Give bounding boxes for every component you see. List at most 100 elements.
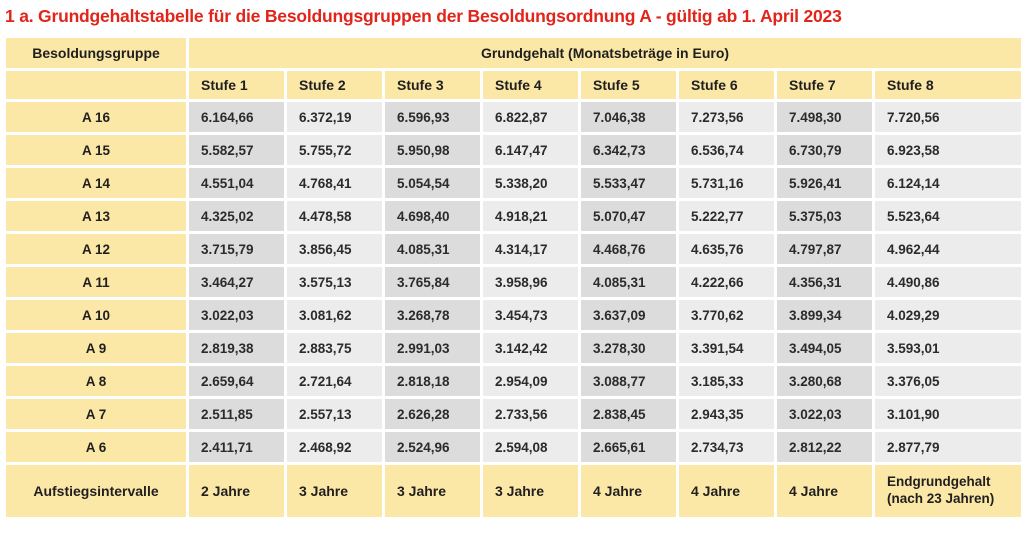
cell-value: 7.046,38 xyxy=(581,102,676,132)
cell-value: 6.923,58 xyxy=(875,135,1021,165)
cell-value: 5.755,72 xyxy=(287,135,382,165)
cell-value: 4.029,29 xyxy=(875,300,1021,330)
footer-row: Aufstiegsintervalle 2 Jahre 3 Jahre 3 Jahr… xyxy=(6,465,1021,517)
cell-value: 2.721,64 xyxy=(287,366,382,396)
stufe-header-3: Stufe 3 xyxy=(385,71,480,99)
stufe-header-8: Stufe 8 xyxy=(875,71,1021,99)
cell-value: 3.765,84 xyxy=(385,267,480,297)
cell-value: 6.536,74 xyxy=(679,135,774,165)
cell-value: 5.375,03 xyxy=(777,201,872,231)
header-row-main: Besoldungsgruppe Grundgehalt (Monatsbetr… xyxy=(6,38,1021,68)
cell-value: 2.524,96 xyxy=(385,432,480,462)
cell-value: 4.490,86 xyxy=(875,267,1021,297)
cell-value: 2.411,71 xyxy=(189,432,284,462)
cell-value: 6.147,47 xyxy=(483,135,578,165)
cell-value: 4.768,41 xyxy=(287,168,382,198)
table-row: A 14 4.551,04 4.768,41 5.054,54 5.338,20 5.53… xyxy=(6,168,1021,198)
group-label: A 11 xyxy=(6,267,186,297)
cell-value: 3.081,62 xyxy=(287,300,382,330)
cell-value: 4.222,66 xyxy=(679,267,774,297)
interval-cell: 3 Jahre xyxy=(483,465,578,517)
cell-value: 2.733,56 xyxy=(483,399,578,429)
cell-value: 6.730,79 xyxy=(777,135,872,165)
cell-value: 4.356,31 xyxy=(777,267,872,297)
cell-value: 3.637,09 xyxy=(581,300,676,330)
cell-value: 3.022,03 xyxy=(777,399,872,429)
cell-value: 7.498,30 xyxy=(777,102,872,132)
group-label: A 16 xyxy=(6,102,186,132)
stufe-header-1: Stufe 1 xyxy=(189,71,284,99)
group-label: A 12 xyxy=(6,234,186,264)
cell-value: 2.594,08 xyxy=(483,432,578,462)
table-row: A 6 2.411,71 2.468,92 2.524,96 2.594,08 2.665… xyxy=(6,432,1021,462)
cell-value: 5.054,54 xyxy=(385,168,480,198)
group-label: A 7 xyxy=(6,399,186,429)
cell-value: 5.926,41 xyxy=(777,168,872,198)
cell-value: 6.822,87 xyxy=(483,102,578,132)
cell-value: 5.222,77 xyxy=(679,201,774,231)
cell-value: 6.342,73 xyxy=(581,135,676,165)
cell-value: 2.557,13 xyxy=(287,399,382,429)
cell-value: 6.372,19 xyxy=(287,102,382,132)
salary-table: Besoldungsgruppe Grundgehalt (Monatsbetr… xyxy=(3,35,1023,520)
cell-value: 6.124,14 xyxy=(875,168,1021,198)
cell-value: 2.818,18 xyxy=(385,366,480,396)
cell-value: 3.715,79 xyxy=(189,234,284,264)
cell-value: 3.899,34 xyxy=(777,300,872,330)
group-label: A 13 xyxy=(6,201,186,231)
cell-value: 3.770,62 xyxy=(679,300,774,330)
cell-value: 4.962,44 xyxy=(875,234,1021,264)
page-title: 1 a. Grundgehaltstabelle für die Besoldu… xyxy=(5,6,842,26)
stufe-header-4: Stufe 4 xyxy=(483,71,578,99)
cell-value: 3.142,42 xyxy=(483,333,578,363)
cell-value: 3.494,05 xyxy=(777,333,872,363)
cell-value: 2.883,75 xyxy=(287,333,382,363)
header-row-stufen: Stufe 1 Stufe 2 Stufe 3 Stufe 4 Stufe 5 Stufe… xyxy=(6,71,1021,99)
cell-value: 3.856,45 xyxy=(287,234,382,264)
cell-value: 2.812,22 xyxy=(777,432,872,462)
cell-value: 2.511,85 xyxy=(189,399,284,429)
interval-cell: 3 Jahre xyxy=(287,465,382,517)
stufe-header-7: Stufe 7 xyxy=(777,71,872,99)
cell-value: 4.918,21 xyxy=(483,201,578,231)
cell-value: 4.085,31 xyxy=(385,234,480,264)
cell-value: 7.273,56 xyxy=(679,102,774,132)
cell-value: 5.523,64 xyxy=(875,201,1021,231)
cell-value: 6.596,93 xyxy=(385,102,480,132)
group-label: A 14 xyxy=(6,168,186,198)
group-label: A 8 xyxy=(6,366,186,396)
cell-value: 3.022,03 xyxy=(189,300,284,330)
table-row: A 13 4.325,02 4.478,58 4.698,40 4.918,21 5.07… xyxy=(6,201,1021,231)
cell-value: 3.575,13 xyxy=(287,267,382,297)
cell-value: 5.070,47 xyxy=(581,201,676,231)
cell-value: 4.478,58 xyxy=(287,201,382,231)
cell-value: 2.819,38 xyxy=(189,333,284,363)
cell-value: 2.991,03 xyxy=(385,333,480,363)
cell-value: 5.731,16 xyxy=(679,168,774,198)
table-row: A 15 5.582,57 5.755,72 5.950,98 6.147,47 6.34… xyxy=(6,135,1021,165)
cell-value: 2.734,73 xyxy=(679,432,774,462)
cell-value: 4.635,76 xyxy=(679,234,774,264)
grundgehalt-group-header: Grundgehalt (Monatsbeträge in Euro) xyxy=(189,38,1021,68)
table-row: A 11 3.464,27 3.575,13 3.765,84 3.958,96 4.08… xyxy=(6,267,1021,297)
cell-value: 4.325,02 xyxy=(189,201,284,231)
cell-value: 2.626,28 xyxy=(385,399,480,429)
group-label: A 10 xyxy=(6,300,186,330)
cell-value: 2.665,61 xyxy=(581,432,676,462)
cell-value: 3.464,27 xyxy=(189,267,284,297)
interval-cell: 2 Jahre xyxy=(189,465,284,517)
table-row: A 12 3.715,79 3.856,45 4.085,31 4.314,17 4.46… xyxy=(6,234,1021,264)
cell-value: 3.278,30 xyxy=(581,333,676,363)
group-label: A 9 xyxy=(6,333,186,363)
cell-value: 4.797,87 xyxy=(777,234,872,264)
cell-value: 5.950,98 xyxy=(385,135,480,165)
stufe-header-5: Stufe 5 xyxy=(581,71,676,99)
table-row: A 8 2.659,64 2.721,64 2.818,18 2.954,09 3.088… xyxy=(6,366,1021,396)
cell-value: 2.468,92 xyxy=(287,432,382,462)
cell-value: 2.659,64 xyxy=(189,366,284,396)
group-label: A 6 xyxy=(6,432,186,462)
cell-value: 2.943,35 xyxy=(679,399,774,429)
cell-value: 3.391,54 xyxy=(679,333,774,363)
cell-value: 3.185,33 xyxy=(679,366,774,396)
cell-value: 5.338,20 xyxy=(483,168,578,198)
